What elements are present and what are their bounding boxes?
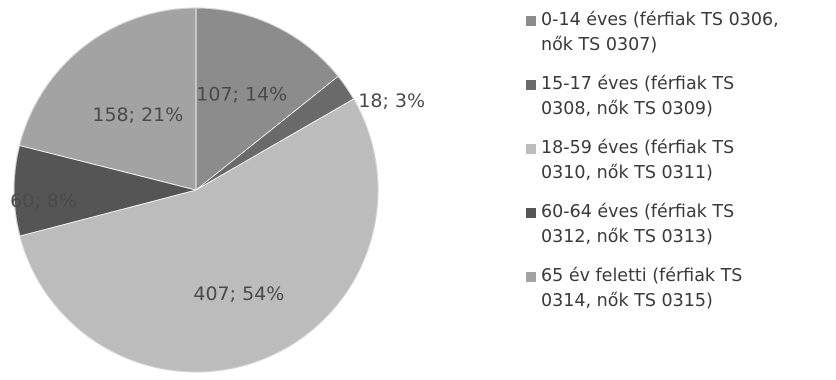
legend-label-line2: 0312, nők TS 0313) [541, 227, 713, 247]
legend-swatch [526, 272, 536, 282]
legend-swatch [526, 80, 536, 90]
legend-label-line1: 65 év feletti (férfiak TS [541, 266, 743, 286]
legend-item-0-14: 0-14 éves (férfiak TS 0306, nők TS 0307) [525, 8, 830, 58]
legend-label-line1: 0-14 éves (férfiak TS 0306, [541, 10, 779, 30]
legend-swatch [526, 144, 536, 154]
legend-item-60-64: 60-64 éves (férfiak TS 0312, nők TS 0313… [525, 200, 830, 250]
legend-label-line2: 0308, nők TS 0309) [541, 99, 713, 119]
legend-label-line2: nők TS 0307) [541, 35, 658, 55]
legend-label-line1: 18-59 éves (férfiak TS [541, 138, 735, 158]
legend-item-18-59: 18-59 éves (férfiak TS 0310, nők TS 0311… [525, 136, 830, 186]
legend-item-65-plus: 65 év feletti (férfiak TS 0314, nők TS 0… [525, 264, 830, 314]
legend-label-line1: 15-17 éves (férfiak TS [541, 74, 735, 94]
pie-data-labels: 107; 14% 18; 3% 407; 54% 60; 8% 158; 21% [10, 83, 425, 305]
pie-data-label: 158; 21% [92, 104, 183, 126]
legend-swatch [526, 16, 536, 26]
pie-data-label: 407; 54% [193, 283, 284, 305]
chart-legend: 0-14 éves (férfiak TS 0306, nők TS 0307)… [525, 8, 830, 328]
legend-label-line1: 60-64 éves (férfiak TS [541, 202, 735, 222]
pie-data-label: 107; 14% [196, 83, 287, 105]
pie-data-label: 60; 8% [10, 190, 77, 212]
legend-swatch [526, 208, 536, 218]
legend-item-15-17: 15-17 éves (férfiak TS 0308, nők TS 0309… [525, 72, 830, 122]
pie-slices [13, 7, 379, 373]
legend-label-line2: 0310, nők TS 0311) [541, 163, 713, 183]
pie-data-label: 18; 3% [358, 90, 425, 112]
pie-outline [13, 7, 379, 373]
legend-label-line2: 0314, nők TS 0315) [541, 291, 713, 311]
